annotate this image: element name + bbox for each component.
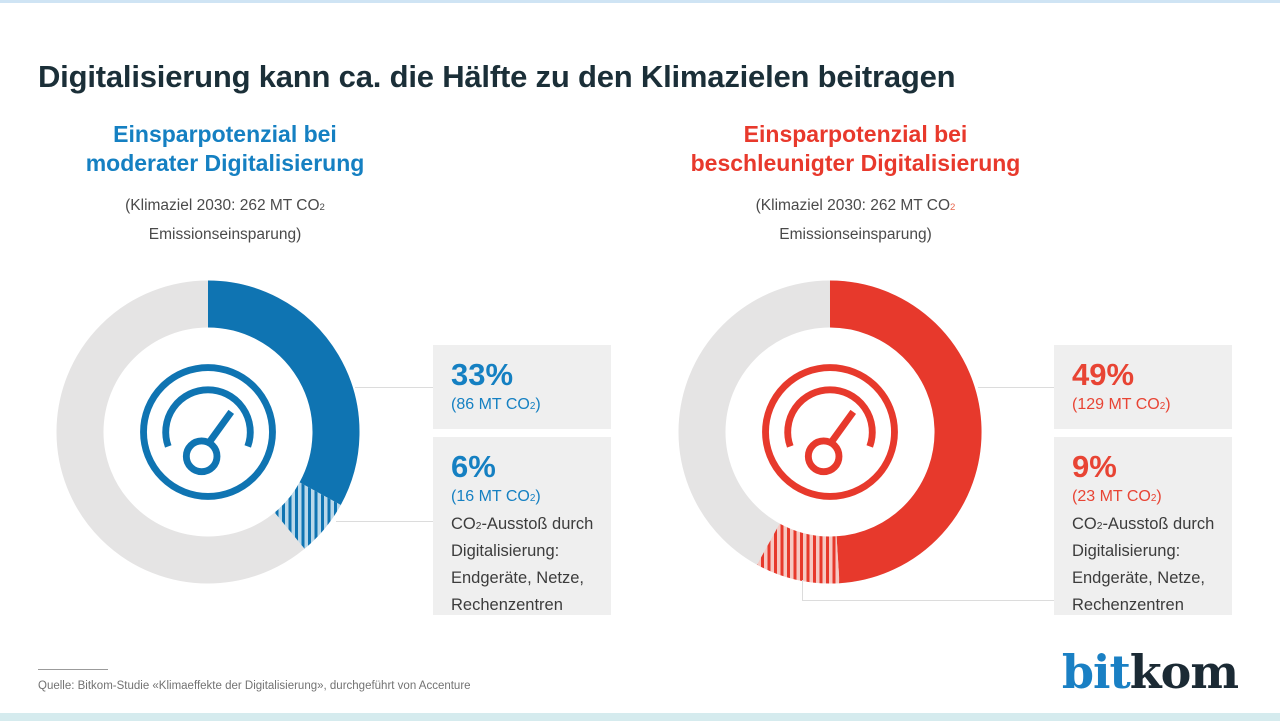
connector-line (355, 387, 433, 388)
source-text: Quelle: Bitkom-Studie «Klimaeffekte der … (38, 680, 471, 692)
connector-line (336, 521, 433, 522)
speedometer-icon (762, 364, 898, 500)
logo-part-dark: kom (1129, 645, 1239, 699)
chart-title-accelerated: Einsparpotenzial bei beschleunigter Digi… (663, 120, 1048, 178)
chart-subtitle-line1: (Klimaziel 2030: 262 MT CO2 (755, 197, 956, 214)
percent-value: 9% (1072, 449, 1117, 484)
amount-value: (16 MT CO2) (451, 488, 541, 505)
bottom-accent-bar (0, 713, 1280, 721)
callout-moderate-emissions: 6% (16 MT CO2) CO2-Ausstoß durch Digital… (433, 437, 611, 615)
chart-title-line2: beschleunigter Digitalisierung (690, 150, 1021, 176)
source-divider (38, 669, 108, 670)
top-accent-line (0, 0, 1280, 3)
chart-subtitle-line1: (Klimaziel 2030: 262 MT CO2 (125, 197, 325, 214)
chart-subtitle-line2: Emissionseinsparung) (148, 226, 302, 243)
callout-moderate-savings: 33% (86 MT CO2) (433, 345, 611, 429)
donut-chart-moderate (48, 272, 368, 592)
logo-part-blue: bit (1061, 645, 1131, 699)
page-title: Digitalisierung kann ca. die Hälfte zu d… (38, 58, 956, 94)
chart-title-line1: Einsparpotenzial bei (113, 121, 337, 147)
chart-title-line1: Einsparpotenzial bei (743, 121, 968, 147)
connector-line (802, 600, 1054, 601)
callout-accelerated-emissions: 9% (23 MT CO2) CO2-Ausstoß durch Digital… (1054, 437, 1232, 615)
chart-title-line2: moderater Digitalisierung (85, 150, 365, 176)
chart-subtitle-moderate: (Klimaziel 2030: 262 MT CO2 Emissionsein… (40, 191, 410, 249)
chart-subtitle-line2: Emissionseinsparung) (779, 226, 932, 243)
chart-title-moderate: Einsparpotenzial bei moderater Digitalis… (40, 120, 410, 178)
callout-note: CO2-Ausstoß durch Digitalisierung: Endge… (451, 515, 594, 614)
callout-note: CO2-Ausstoß durch Digitalisierung: Endge… (1072, 515, 1215, 614)
amount-value: (23 MT CO2) (1072, 488, 1162, 505)
chart-header-moderate: Einsparpotenzial bei moderater Digitalis… (40, 120, 410, 249)
connector-line (802, 580, 803, 600)
percent-value: 49% (1072, 357, 1135, 392)
speedometer-icon (140, 364, 276, 500)
bitkom-logo: bitkom (1061, 645, 1239, 699)
percent-value: 33% (451, 357, 514, 392)
amount-value: (86 MT CO2) (451, 396, 541, 413)
chart-header-accelerated: Einsparpotenzial bei beschleunigter Digi… (663, 120, 1048, 249)
callout-accelerated-savings: 49% (129 MT CO2) (1054, 345, 1232, 429)
donut-chart-accelerated (670, 272, 990, 592)
connector-line (978, 387, 1054, 388)
amount-value: (129 MT CO2) (1072, 396, 1171, 413)
percent-value: 6% (451, 449, 496, 484)
chart-subtitle-accelerated: (Klimaziel 2030: 262 MT CO2 Emissionsein… (663, 191, 1048, 249)
